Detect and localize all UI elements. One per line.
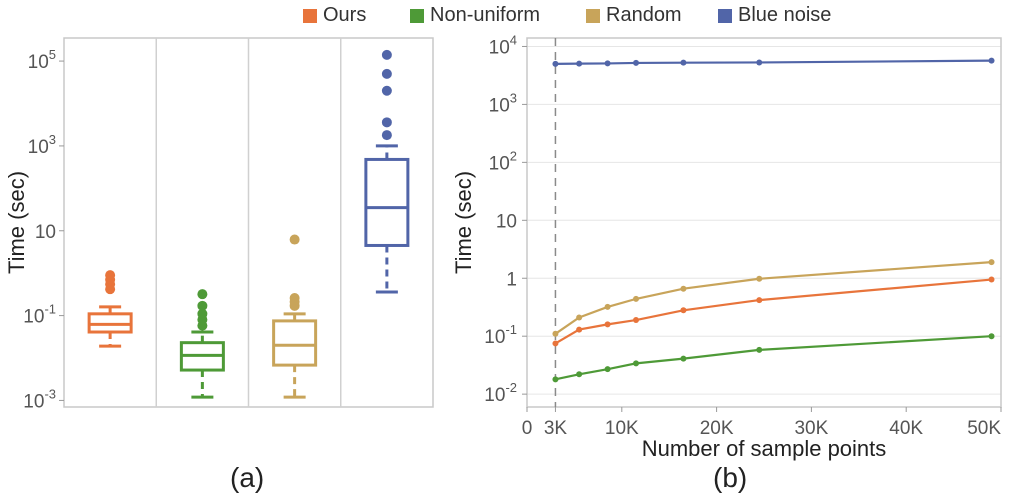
legend-item-random: Random (586, 4, 682, 27)
x-axis-title-b: Number of sample points (642, 436, 887, 461)
y-axis-title-a: Time (sec) (4, 171, 29, 274)
panel-label-a: (a) (230, 462, 265, 493)
data-point-ours (633, 317, 640, 324)
data-point-ours (576, 326, 583, 333)
legend-item-blue-noise: Blue noise (718, 4, 831, 27)
y-tick-label-b: 10 (496, 211, 517, 232)
series-line-non-uniform (555, 335, 992, 381)
y-tick-label-a: 10-1 (23, 302, 56, 328)
data-point-random (633, 295, 640, 302)
y-tick-label-b: 1 (506, 269, 517, 290)
y-tick-label-a: 105 (28, 47, 56, 73)
data-point-blue-noise (756, 59, 763, 66)
y-tick-label-b: 103 (489, 90, 517, 116)
data-point-non-uniform (680, 355, 687, 362)
box-blue-noise (364, 49, 410, 294)
x-tick-label-b: 0 (522, 418, 533, 439)
data-point-non-uniform (604, 366, 611, 373)
outlier-point (381, 68, 392, 79)
x-tick-label-b: 40K (889, 418, 923, 439)
series-random (552, 259, 995, 337)
y-tick-label-a: 103 (28, 132, 56, 158)
outlier-point (197, 308, 208, 319)
outlier-point (105, 270, 116, 281)
data-point-ours (988, 276, 995, 283)
outlier-point (381, 85, 392, 96)
outlier-point (381, 117, 392, 128)
outlier-point (289, 292, 300, 303)
y-tick-label-b: 102 (489, 148, 517, 174)
legend-swatch-ours (303, 8, 317, 23)
data-point-random (988, 259, 995, 266)
outlier-point (197, 300, 208, 311)
data-point-random (604, 303, 611, 310)
x-tick-label-b: 20K (700, 418, 734, 439)
box-non-uniform (179, 289, 225, 399)
legend-swatch-random (586, 8, 600, 23)
legend-label-blue-noise: Blue noise (738, 4, 832, 26)
box-ours (87, 270, 133, 348)
data-point-non-uniform (633, 360, 640, 367)
data-point-ours (680, 307, 687, 314)
panel-label-b: (b) (713, 462, 748, 493)
outlier-point (197, 289, 208, 300)
data-point-ours (552, 340, 559, 347)
legend-item-ours: Ours (303, 4, 366, 27)
data-point-random (680, 285, 687, 292)
chart-a: 10-3 10-1 10 103 105 Time (sec) (4, 37, 434, 412)
outlier-point (289, 234, 300, 245)
box-random (272, 234, 318, 399)
y-tick-label-b: 104 (489, 32, 517, 58)
legend-item-non-uniform: Non-uniform (410, 4, 540, 27)
y-axis-title-b: Time (sec) (451, 171, 476, 274)
data-point-blue-noise (604, 60, 611, 67)
x-tick-label-b: 50K (967, 418, 1001, 439)
chart-b-frame (526, 37, 1002, 408)
data-point-blue-noise (552, 60, 559, 67)
series-non-uniform (552, 333, 995, 383)
data-point-ours (756, 297, 763, 304)
chart-b: 10-2 10-1 1 10 102 103 104 0 3K 10K 20K 30K 40K 50K Nu… (451, 32, 1002, 461)
data-point-blue-noise (633, 59, 640, 66)
x-tick-label-b: 30K (794, 418, 828, 439)
x-tick-label-b: 10K (605, 418, 639, 439)
data-point-non-uniform (552, 376, 559, 383)
outlier-point (381, 49, 392, 60)
data-point-non-uniform (756, 346, 763, 353)
y-tick-label-b: 10-2 (484, 380, 517, 406)
data-point-random (552, 330, 559, 337)
legend-label-non-uniform: Non-uniform (430, 4, 541, 26)
outlier-point (381, 130, 392, 141)
y-tick-label-a: 10-3 (23, 386, 56, 412)
legend-label-random: Random (606, 4, 682, 26)
series-ours (552, 276, 995, 347)
box-iqr (272, 319, 318, 367)
series-line-blue-noise (555, 59, 992, 66)
data-point-non-uniform (576, 371, 583, 378)
data-point-non-uniform (988, 333, 995, 340)
data-point-blue-noise (680, 59, 687, 66)
series-line-ours (554, 278, 992, 345)
data-point-ours (604, 321, 611, 328)
x-tick-label-b: 3K (544, 418, 568, 439)
box-iqr (364, 157, 410, 247)
data-point-blue-noise (988, 57, 995, 64)
y-tick-label-b: 10-1 (484, 322, 517, 348)
y-tick-label-a: 10 (35, 222, 56, 243)
legend-label-ours: Ours (323, 4, 367, 26)
series-blue-noise (552, 57, 995, 67)
legend-swatch-non-uniform (410, 8, 424, 23)
data-point-blue-noise (576, 60, 583, 67)
data-point-random (756, 275, 763, 282)
data-point-random (576, 314, 583, 321)
legend-swatch-blue-noise (718, 8, 732, 23)
